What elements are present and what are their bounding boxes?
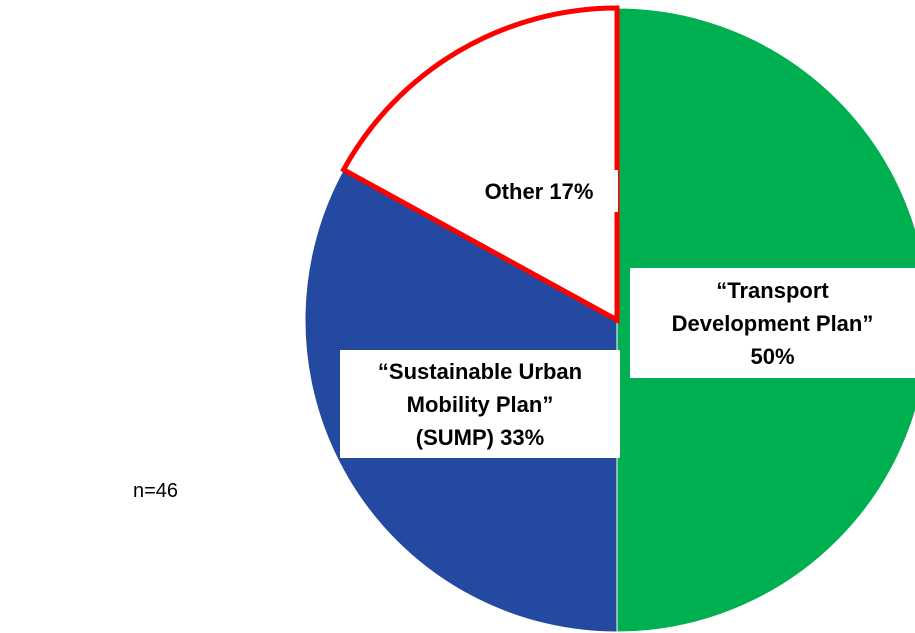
category-label: “Transport Development Plan”	[671, 277, 874, 336]
annotation: n=46	[133, 480, 179, 502]
category-label: Other	[484, 178, 544, 204]
value-label: 33%	[500, 424, 545, 450]
value-label: 17%	[549, 178, 594, 204]
data-label: “Transport Development Plan” 50%	[658, 274, 888, 373]
value-label: 50%	[750, 343, 795, 369]
pie-slice	[340, 5, 620, 325]
data-label: Other 17%	[460, 175, 618, 208]
data-label-box: “Sustainable Urban Mobility Plan” (SUMP)…	[340, 350, 620, 458]
category-label: “Sustainable Urban Mobility Plan” (SUMP)	[377, 358, 583, 450]
data-label-box: Other 17%	[460, 170, 618, 212]
data-label-box: “Transport Development Plan” 50%	[630, 268, 915, 378]
data-label: “Sustainable Urban Mobility Plan” (SUMP)…	[373, 355, 587, 454]
